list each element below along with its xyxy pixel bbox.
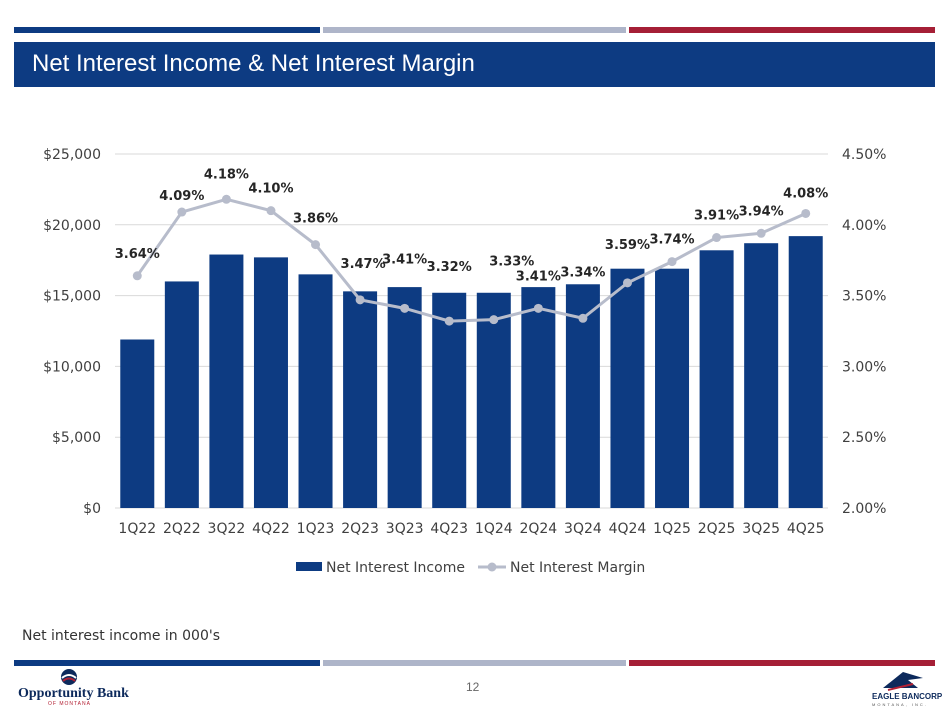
bar-net-interest-income: [120, 339, 155, 508]
y-left-tick-label: $0: [83, 501, 101, 517]
top-stripe-grey: [323, 27, 626, 33]
bar-net-interest-income: [610, 268, 645, 508]
legend-swatch-marker: [487, 562, 497, 572]
bar-net-interest-income: [343, 291, 378, 508]
marker-net-interest-margin: [622, 278, 632, 288]
data-label-nim: 3.91%: [694, 209, 739, 224]
bar-net-interest-income: [655, 268, 690, 508]
marker-net-interest-margin: [801, 208, 811, 218]
data-label-nim: 3.41%: [382, 252, 427, 267]
data-label-nim: 3.32%: [427, 260, 472, 275]
bar-net-interest-income: [744, 243, 779, 508]
x-tick-label: 1Q23: [297, 521, 335, 537]
marker-net-interest-margin: [667, 257, 677, 267]
top-stripe-red: [629, 27, 935, 33]
left-logo-sub: OF MONTANA: [48, 701, 91, 707]
bar-net-interest-income: [387, 287, 422, 508]
y-right-tick-label: 4.50%: [842, 147, 886, 163]
y-right-tick-label: 3.50%: [842, 289, 886, 305]
legend-label-nii: Net Interest Income: [326, 560, 465, 576]
y-right-tick-label: 2.50%: [842, 430, 886, 446]
data-label-nim: 3.33%: [489, 255, 534, 270]
marker-net-interest-margin: [400, 303, 410, 313]
y-left-tick-label: $20,000: [43, 218, 101, 234]
data-label-nim: 3.64%: [115, 247, 160, 262]
bar-net-interest-income: [164, 281, 199, 508]
right-logo-name: EAGLE BANCORP: [872, 692, 943, 701]
bar-net-interest-income: [432, 292, 467, 508]
bar-net-interest-income: [788, 236, 823, 509]
y-left-tick-label: $5,000: [52, 430, 101, 446]
x-tick-label: 4Q23: [430, 521, 468, 537]
marker-net-interest-margin: [533, 303, 543, 313]
data-label-nim: 3.34%: [560, 265, 605, 280]
left-logo-name: Opportunity Bank: [18, 686, 129, 701]
marker-net-interest-margin: [712, 233, 722, 243]
data-label-nim: 3.59%: [605, 238, 650, 253]
eagle-icon: [883, 672, 923, 691]
y-right-tick-label: 2.00%: [842, 501, 886, 517]
x-tick-label: 3Q25: [742, 521, 780, 537]
right-logo-sub: MONTANA, INC.: [872, 702, 928, 707]
bar-net-interest-income: [298, 274, 333, 508]
top-stripe-navy: [14, 27, 320, 33]
bar-net-interest-income: [521, 287, 556, 508]
x-tick-label: 2Q25: [698, 521, 736, 537]
data-label-nim: 4.18%: [204, 167, 249, 182]
x-tick-label: 2Q23: [341, 521, 379, 537]
marker-net-interest-margin: [444, 316, 454, 326]
series-line-net-interest-margin: [136, 197, 807, 323]
x-tick-label: 2Q24: [519, 521, 557, 537]
marker-net-interest-margin: [311, 240, 321, 250]
y-right-tick-label: 4.00%: [842, 218, 886, 234]
page-title: Net Interest Income & Net Interest Margi…: [32, 50, 475, 77]
marker-net-interest-margin: [489, 315, 499, 325]
eagle-bancorp-logo: EAGLE BANCORP MONTANA, INC.: [868, 668, 942, 710]
logo-emblem-icon: [61, 669, 77, 685]
x-tick-label: 4Q25: [787, 521, 825, 537]
y-left-tick-label: $10,000: [43, 359, 101, 375]
y-left-tick-label: $25,000: [43, 147, 101, 163]
data-label-nim: 3.94%: [739, 204, 784, 219]
page-number: 12: [466, 680, 480, 694]
x-tick-label: 1Q24: [475, 521, 513, 537]
data-label-nim: 3.74%: [649, 233, 694, 248]
x-tick-label: 1Q22: [118, 521, 156, 537]
x-tick-label: 3Q22: [208, 521, 246, 537]
bottom-stripe-red: [629, 660, 935, 666]
data-label-nim: 3.86%: [293, 212, 338, 227]
marker-net-interest-margin: [266, 206, 276, 216]
x-tick-label: 4Q22: [252, 521, 290, 537]
legend-label-nim: Net Interest Margin: [510, 560, 645, 576]
bar-net-interest-income: [253, 257, 288, 508]
marker-net-interest-margin: [756, 228, 766, 238]
x-tick-label: 3Q23: [386, 521, 424, 537]
x-tick-label: 1Q25: [653, 521, 691, 537]
bottom-stripe-navy: [14, 660, 320, 666]
bar-net-interest-income: [209, 254, 244, 508]
data-label-nim: 4.08%: [783, 186, 828, 201]
data-label-nim: 3.47%: [341, 257, 386, 272]
marker-net-interest-margin: [132, 271, 142, 281]
title-bar: Net Interest Income & Net Interest Margi…: [14, 42, 935, 87]
footnote: Net interest income in 000's: [22, 628, 220, 644]
y-left-tick-label: $15,000: [43, 289, 101, 305]
marker-net-interest-margin: [355, 295, 365, 305]
y-right-tick-label: 3.00%: [842, 359, 886, 375]
data-label-nim: 4.10%: [248, 182, 293, 197]
x-tick-label: 2Q22: [163, 521, 201, 537]
bar-net-interest-income: [699, 250, 734, 508]
marker-net-interest-margin: [221, 194, 231, 204]
marker-net-interest-margin: [578, 313, 588, 323]
x-tick-label: 3Q24: [564, 521, 602, 537]
marker-net-interest-margin: [177, 207, 187, 217]
opportunity-bank-logo: Opportunity Bank OF MONTANA: [18, 668, 143, 708]
bar-net-interest-income: [476, 292, 511, 508]
data-label-nim: 3.41%: [516, 269, 561, 284]
data-label-nim: 4.09%: [159, 189, 204, 204]
legend-swatch-bar: [296, 562, 322, 571]
bottom-stripe-grey: [323, 660, 626, 666]
x-tick-label: 4Q24: [609, 521, 647, 537]
